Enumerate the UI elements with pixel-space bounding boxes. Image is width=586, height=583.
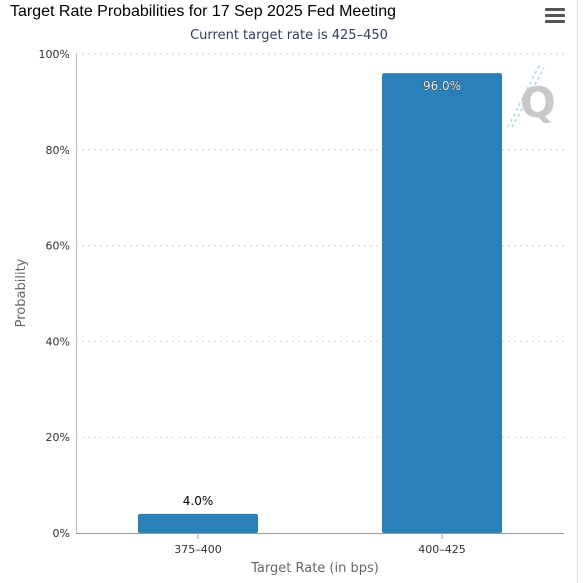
- y-axis-title: Probability: [14, 258, 29, 327]
- y-tick-label: 100%: [39, 48, 70, 61]
- x-axis-ticks: 375–400 400–425: [174, 533, 466, 556]
- data-label: 4.0%: [183, 494, 214, 508]
- q-logo-text: Q: [520, 78, 556, 127]
- data-label: 96.0%: [423, 79, 461, 93]
- y-tick-label: 40%: [46, 335, 70, 348]
- q-logo-icon: Q: [507, 63, 556, 128]
- bar-400–425: [382, 73, 502, 533]
- x-tick-label: 400–425: [418, 543, 466, 556]
- y-tick-label: 0%: [53, 527, 70, 540]
- y-tick-label: 80%: [46, 144, 70, 157]
- data-labels: 4.0% 96.0%: [183, 79, 462, 508]
- x-tick-label: 375–400: [174, 543, 222, 556]
- bar-375–400: [138, 513, 258, 533]
- chart-title: Target Rate Probabilities for 17 Sep 202…: [10, 3, 397, 20]
- y-tick-label: 20%: [46, 431, 70, 444]
- bars: [138, 73, 502, 533]
- chart-subtitle: Current target rate is 425–450: [190, 28, 388, 43]
- hamburger-menu-icon[interactable]: [545, 8, 565, 24]
- x-axis-title: Target Rate (in bps): [250, 561, 379, 576]
- y-tick-label: 60%: [46, 240, 70, 253]
- y-axis-ticks: 0% 20% 40% 60% 80% 100%: [39, 48, 70, 540]
